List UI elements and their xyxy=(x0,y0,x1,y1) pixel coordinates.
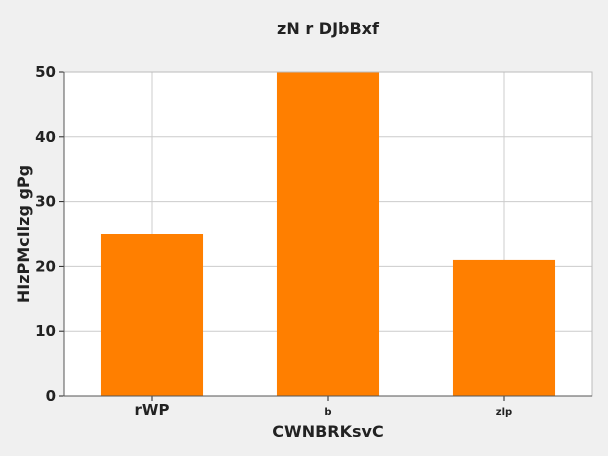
chart-title: zN r DJbBxf xyxy=(277,19,380,38)
bars xyxy=(100,72,556,396)
y-tick-label: 10 xyxy=(35,322,56,340)
x-tick-label: rWP xyxy=(135,401,170,419)
y-tick-label: 50 xyxy=(35,63,56,81)
y-axis-label: HIzPMcIlzg gPg xyxy=(14,165,33,303)
bar xyxy=(452,259,556,396)
bar xyxy=(100,234,204,396)
x-tick-label: zlp xyxy=(496,407,512,418)
x-axis-label: CWNBRKsvC xyxy=(272,422,383,441)
bar xyxy=(276,72,380,396)
y-tick-label: 20 xyxy=(35,257,56,275)
axes xyxy=(63,71,593,397)
x-tick-label: b xyxy=(324,407,331,418)
y-tick-label: 0 xyxy=(46,387,56,405)
tick-labels: 0 10 20 30 40 50 rWP b zlp xyxy=(35,63,512,419)
y-tick-label: 30 xyxy=(35,193,56,211)
y-tick-label: 40 xyxy=(35,128,56,146)
